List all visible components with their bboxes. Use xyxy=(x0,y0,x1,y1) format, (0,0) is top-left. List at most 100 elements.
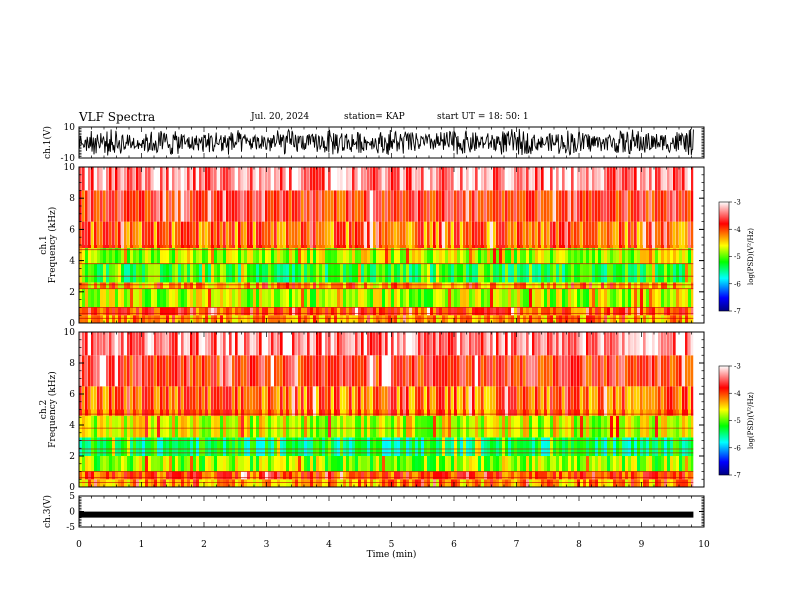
spectrogram-cell xyxy=(370,307,373,316)
spectrogram-cell xyxy=(430,315,433,323)
spectrogram-cell xyxy=(529,415,532,438)
spectrogram-cell xyxy=(589,415,592,438)
spectrogram-cell xyxy=(364,282,367,289)
spectrogram-cell xyxy=(88,263,91,283)
spectrogram-cell xyxy=(472,288,475,308)
spectrogram-cell xyxy=(643,479,646,488)
spectrogram-cell xyxy=(265,415,268,438)
spectrogram-cell xyxy=(481,315,484,323)
spectrogram-cell xyxy=(427,263,430,283)
spectrogram-cell xyxy=(214,282,217,289)
spectrogram-cell xyxy=(445,456,448,472)
spectrogram-cell xyxy=(679,263,682,283)
spectrogram-cell xyxy=(145,307,148,316)
spectrogram-cell xyxy=(691,282,694,289)
spectrogram-cell xyxy=(541,479,544,488)
spectrogram-cell xyxy=(403,263,406,283)
spectrogram-cell xyxy=(676,263,679,283)
spectrogram-cell xyxy=(517,437,520,456)
spectrogram-cell xyxy=(292,437,295,456)
spectrogram-cell xyxy=(238,471,241,480)
spectrogram-cell xyxy=(436,471,439,480)
spectrogram-cell xyxy=(664,415,667,438)
spectrogram-cell xyxy=(382,288,385,308)
spectrogram-cell xyxy=(562,263,565,283)
spectrogram-cell xyxy=(106,307,109,316)
spectrogram-cell xyxy=(688,288,691,308)
spectrogram-cell xyxy=(355,315,358,323)
spectrogram-cell xyxy=(607,307,610,316)
spectrogram-cell xyxy=(460,263,463,283)
spectrogram-cell xyxy=(292,263,295,283)
spectrogram-cell xyxy=(202,307,205,316)
spectrogram-cell xyxy=(673,415,676,438)
spectrogram-cell xyxy=(673,248,676,264)
spectrogram-cell xyxy=(388,437,391,456)
spectrogram-cell xyxy=(301,415,304,438)
spectrogram-cell xyxy=(175,437,178,456)
spectrogram-cell xyxy=(526,263,529,283)
spectrogram-cell xyxy=(481,263,484,283)
spectrogram-cell xyxy=(577,263,580,283)
spectrogram-cell xyxy=(646,471,649,480)
spectrogram-cell xyxy=(379,263,382,283)
spectrogram-cell xyxy=(94,248,97,264)
spectrogram-cell xyxy=(271,471,274,480)
spectrogram-cell xyxy=(163,248,166,264)
spectrogram-cell xyxy=(493,263,496,283)
spectrogram-cell xyxy=(100,263,103,283)
spectrogram-cell xyxy=(301,437,304,456)
spectrogram-cell xyxy=(205,263,208,283)
spectrogram-cell xyxy=(595,415,598,438)
spectrogram-cell xyxy=(136,288,139,308)
spectrogram-cell xyxy=(130,263,133,283)
spectrogram-cell xyxy=(85,415,88,438)
spectrogram-cell xyxy=(256,415,259,438)
spectrogram-cell xyxy=(211,288,214,308)
spectrogram-cell xyxy=(532,315,535,323)
colorbar-label: log(PSD)(V²/Hz) xyxy=(747,392,755,449)
spectrogram-cell xyxy=(478,471,481,480)
spectrogram-cell xyxy=(220,456,223,472)
spectrogram-cell xyxy=(355,479,358,488)
spectrogram-cell xyxy=(517,307,520,316)
spectrogram-cell xyxy=(631,248,634,264)
spectrogram-cell xyxy=(313,288,316,308)
spectrogram-cell xyxy=(472,415,475,438)
spectrogram-cell xyxy=(550,315,553,323)
spectrogram-cell xyxy=(142,288,145,308)
spectrogram-cell xyxy=(196,248,199,264)
spectrogram-cell xyxy=(676,288,679,308)
spectrogram-cell xyxy=(259,282,262,289)
spectrogram-cell xyxy=(247,415,250,438)
spectrogram-cell xyxy=(274,263,277,283)
spectrogram-cell xyxy=(148,315,151,323)
spectrogram-cell xyxy=(460,479,463,488)
spectrogram-cell xyxy=(406,263,409,283)
spectrogram-cell xyxy=(262,315,265,323)
spectrogram-cell xyxy=(394,456,397,472)
spectrogram-cell xyxy=(667,479,670,488)
spectrogram-cell xyxy=(211,282,214,289)
spectrogram-cell xyxy=(268,248,271,264)
spectrogram-cell xyxy=(112,307,115,316)
spectrogram-cell xyxy=(349,479,352,488)
spectrogram-cell xyxy=(601,248,604,264)
spectrogram-cell xyxy=(412,415,415,438)
spectrogram-cell xyxy=(298,248,301,264)
spectrogram-cell xyxy=(370,479,373,488)
spectrogram-cell xyxy=(463,415,466,438)
spectrogram-cell xyxy=(484,471,487,480)
spectrogram-cell xyxy=(142,282,145,289)
spectrogram-cell xyxy=(508,437,511,456)
spectrogram-cell xyxy=(316,282,319,289)
spectrogram-cell xyxy=(496,471,499,480)
spectrogram-cell xyxy=(568,456,571,472)
spectrogram-cell xyxy=(112,456,115,472)
spectrogram-cell xyxy=(394,288,397,308)
spectrogram-cell xyxy=(688,263,691,283)
spectrogram-cell xyxy=(409,263,412,283)
spectrogram-cell xyxy=(499,248,502,264)
spectrogram-cell xyxy=(565,479,568,488)
spectrogram-cell xyxy=(136,248,139,264)
